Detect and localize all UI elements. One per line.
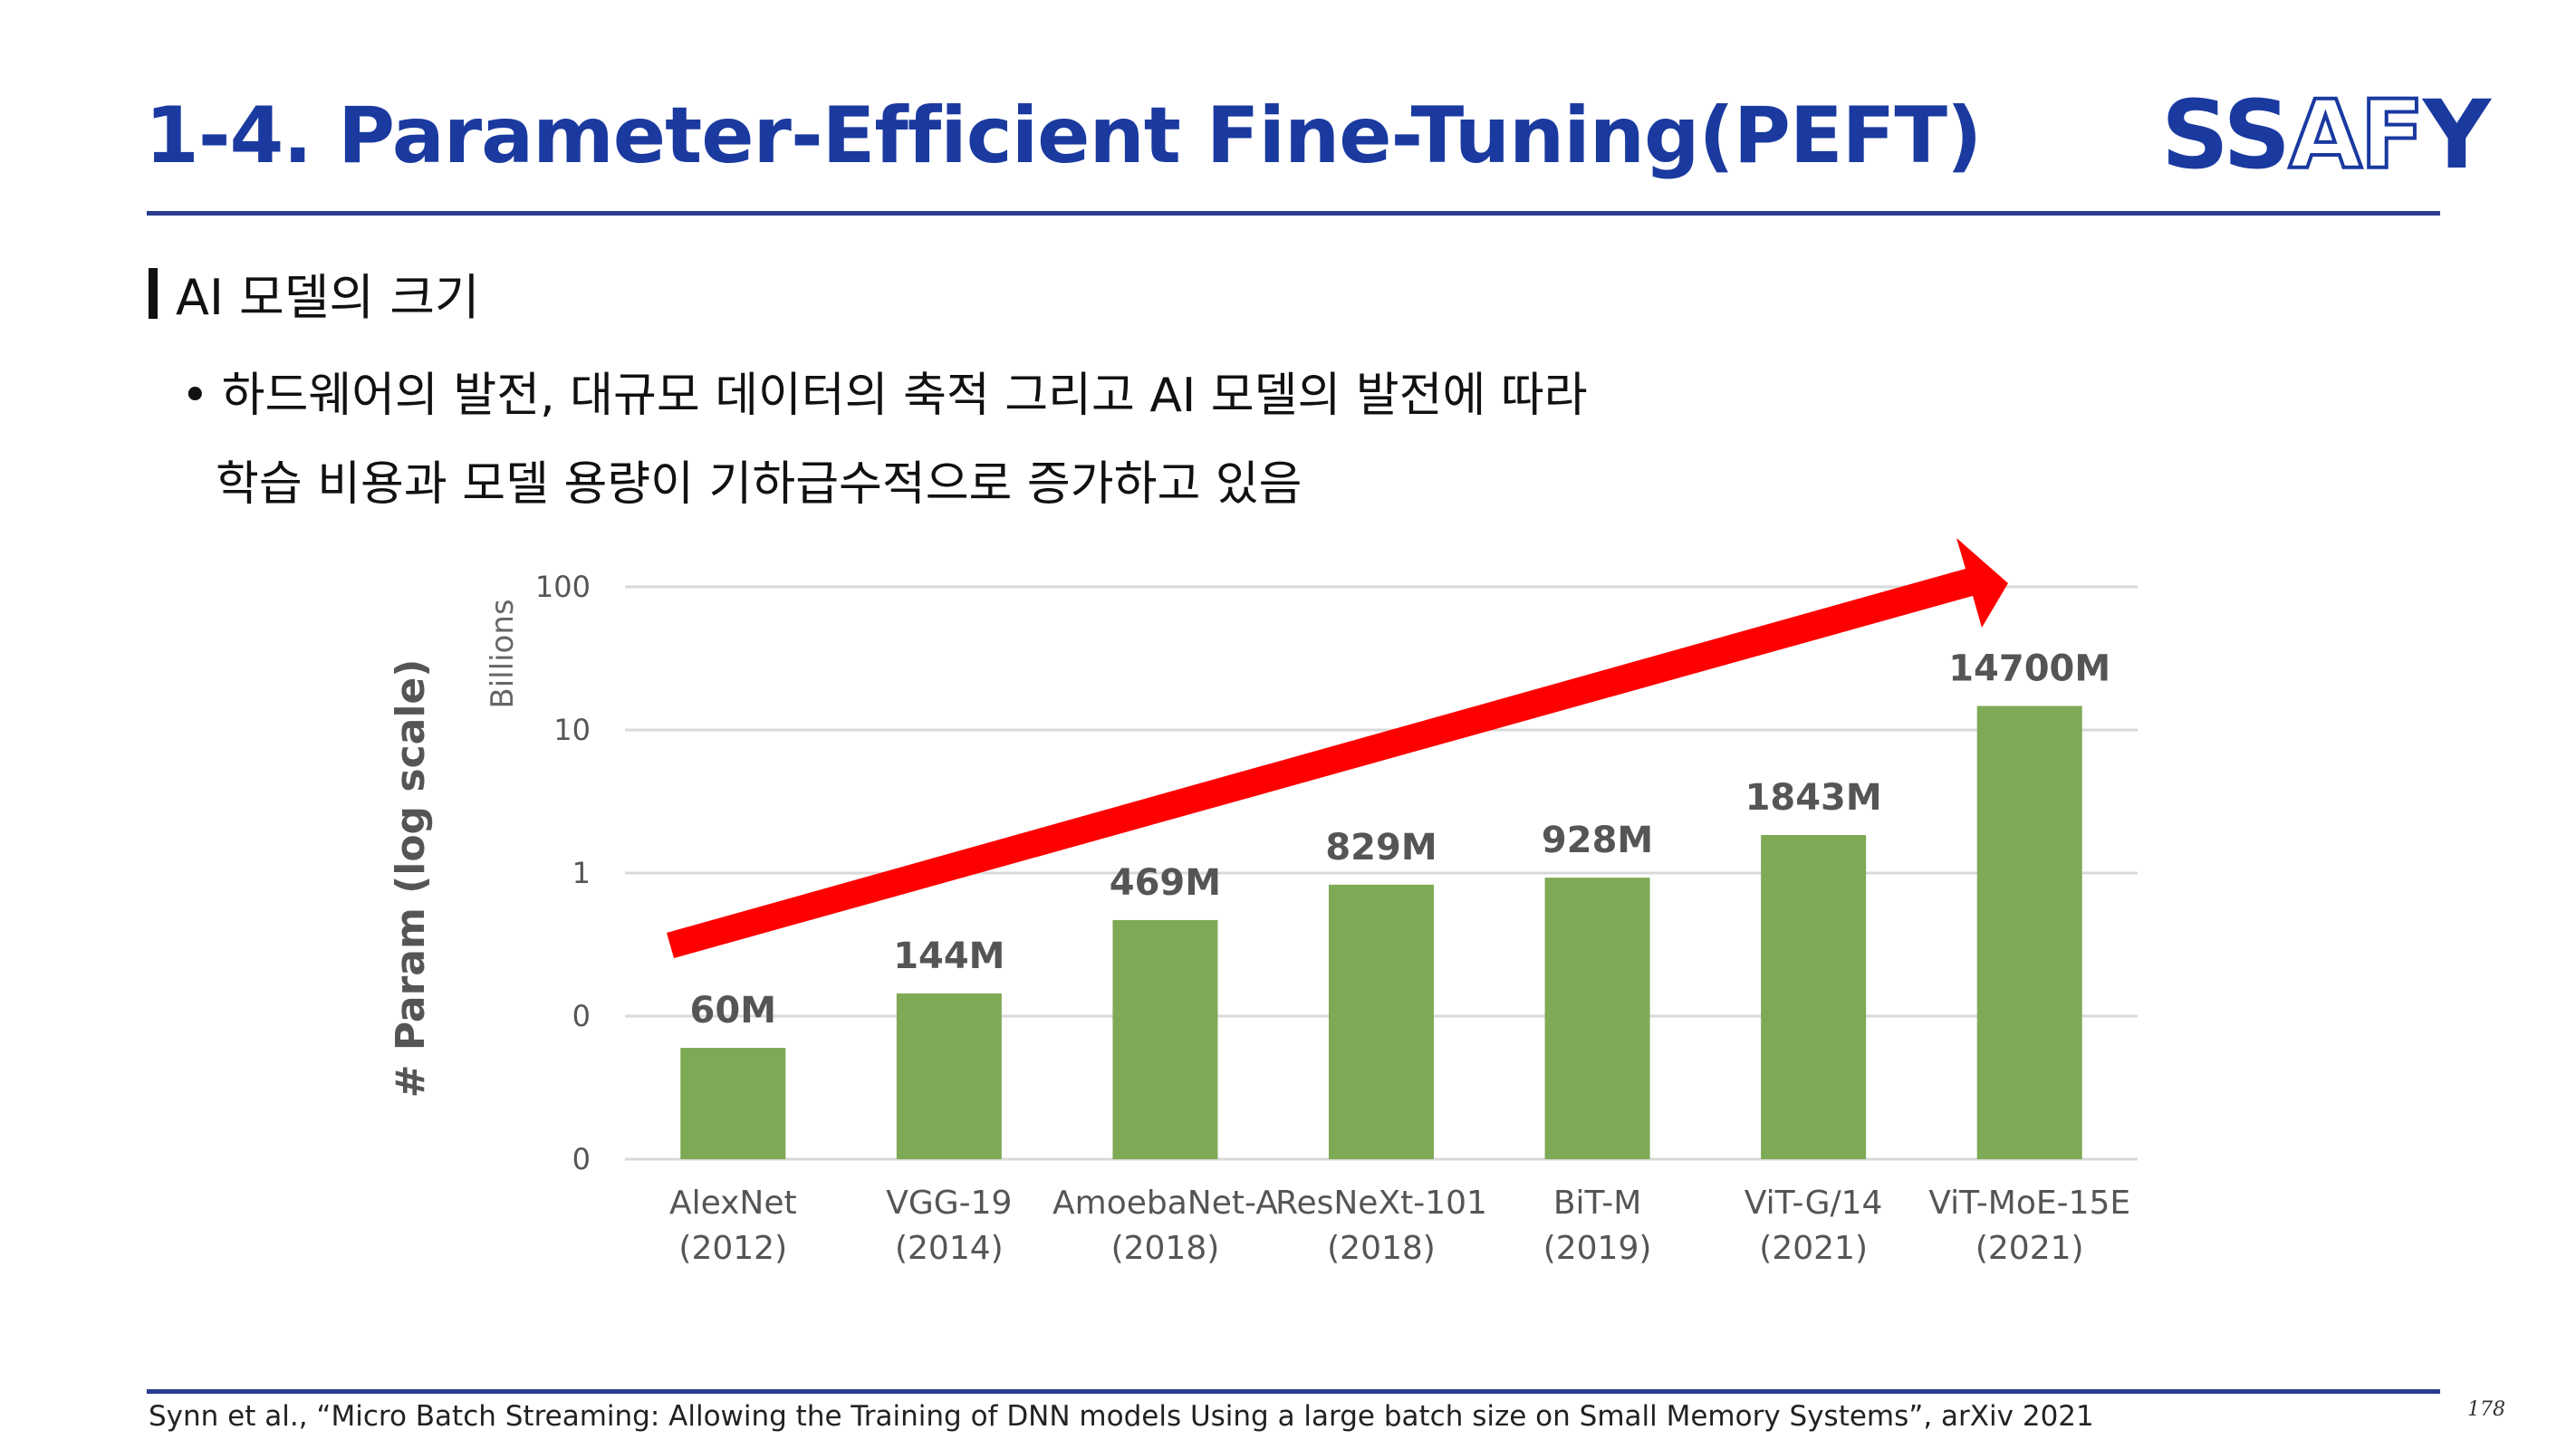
y-tick-label: 100 bbox=[535, 570, 591, 604]
bar bbox=[1976, 705, 2082, 1159]
bar bbox=[1544, 878, 1650, 1159]
bullet-point: • 하드웨어의 발전, 대규모 데이터의 축적 그리고 AI 모델의 발전에 따라… bbox=[181, 351, 2355, 529]
category-label: ResNeXt-101 bbox=[1275, 1185, 1487, 1222]
category-label: ViT-MoE-15E bbox=[1928, 1185, 2130, 1222]
bullet-line-2: 학습 비용과 모델 용량이 기하급수적으로 증가하고 있음 bbox=[216, 457, 1302, 512]
logo-part-3: Y bbox=[2422, 80, 2491, 190]
footer-divider bbox=[147, 1389, 2440, 1394]
category-year: (2021) bbox=[1759, 1230, 1868, 1267]
section-heading-text: AI 모델의 크기 bbox=[176, 269, 480, 326]
bar bbox=[1761, 835, 1867, 1159]
y-tick-label: 10 bbox=[553, 713, 591, 747]
category-label: AmoebaNet-A bbox=[1053, 1185, 1278, 1222]
bar bbox=[896, 993, 1002, 1159]
section-heading: AI 모델의 크기 bbox=[149, 257, 480, 329]
category-year: (2021) bbox=[1975, 1230, 2084, 1267]
category-year: (2014) bbox=[895, 1230, 1004, 1267]
citation-footnote: Synn et al., “Micro Batch Streaming: All… bbox=[149, 1400, 2094, 1433]
page-number: 178 bbox=[2467, 1398, 2505, 1421]
category-label: VGG-19 bbox=[886, 1185, 1012, 1222]
category-year: (2018) bbox=[1327, 1230, 1436, 1267]
category-label: ViT-G/14 bbox=[1745, 1185, 1883, 1222]
page-title: 1-4. Parameter-Efficient Fine-Tuning(PEF… bbox=[145, 91, 1982, 181]
data-label: 928M bbox=[1542, 820, 1653, 861]
title-divider bbox=[147, 211, 2440, 216]
y-tick-label: 0 bbox=[572, 999, 591, 1033]
category-label: AlexNet bbox=[669, 1185, 797, 1222]
y-tick-label: 1 bbox=[572, 856, 591, 890]
bar bbox=[680, 1048, 786, 1159]
bullet-line-1: 하드웨어의 발전, 대규모 데이터의 축적 그리고 AI 모델의 발전에 따라 bbox=[221, 369, 1588, 423]
category-year: (2018) bbox=[1111, 1230, 1220, 1267]
y-axis-units: Billions bbox=[485, 599, 521, 708]
logo-part-1: SS bbox=[2161, 80, 2291, 190]
data-label: 14700M bbox=[1948, 648, 2110, 690]
bar bbox=[1329, 884, 1434, 1159]
category-label: BiT-M bbox=[1553, 1185, 1641, 1222]
logo-part-2: AF bbox=[2287, 78, 2427, 192]
data-label: 60M bbox=[690, 990, 776, 1032]
bar bbox=[1112, 919, 1218, 1159]
data-label: 469M bbox=[1110, 862, 1221, 904]
labels: 0 0 1 10 100 60M AlexNet (2012) 144M VGG-19 (2014)… bbox=[535, 570, 2130, 1267]
ssafy-logo: SSAFY bbox=[2161, 78, 2491, 192]
data-label: 144M bbox=[893, 936, 1004, 977]
section-marker bbox=[149, 267, 158, 319]
category-year: (2019) bbox=[1543, 1230, 1652, 1267]
data-label: 1843M bbox=[1745, 777, 1882, 819]
trend-arrow bbox=[667, 538, 2008, 958]
bars bbox=[680, 705, 2082, 1159]
bullet-dot: • bbox=[181, 369, 209, 423]
category-year: (2012) bbox=[678, 1230, 787, 1267]
data-label: 829M bbox=[1325, 827, 1437, 868]
y-tick-label: 0 bbox=[572, 1142, 591, 1176]
y-axis-label: # Param (log scale) bbox=[388, 659, 434, 1099]
